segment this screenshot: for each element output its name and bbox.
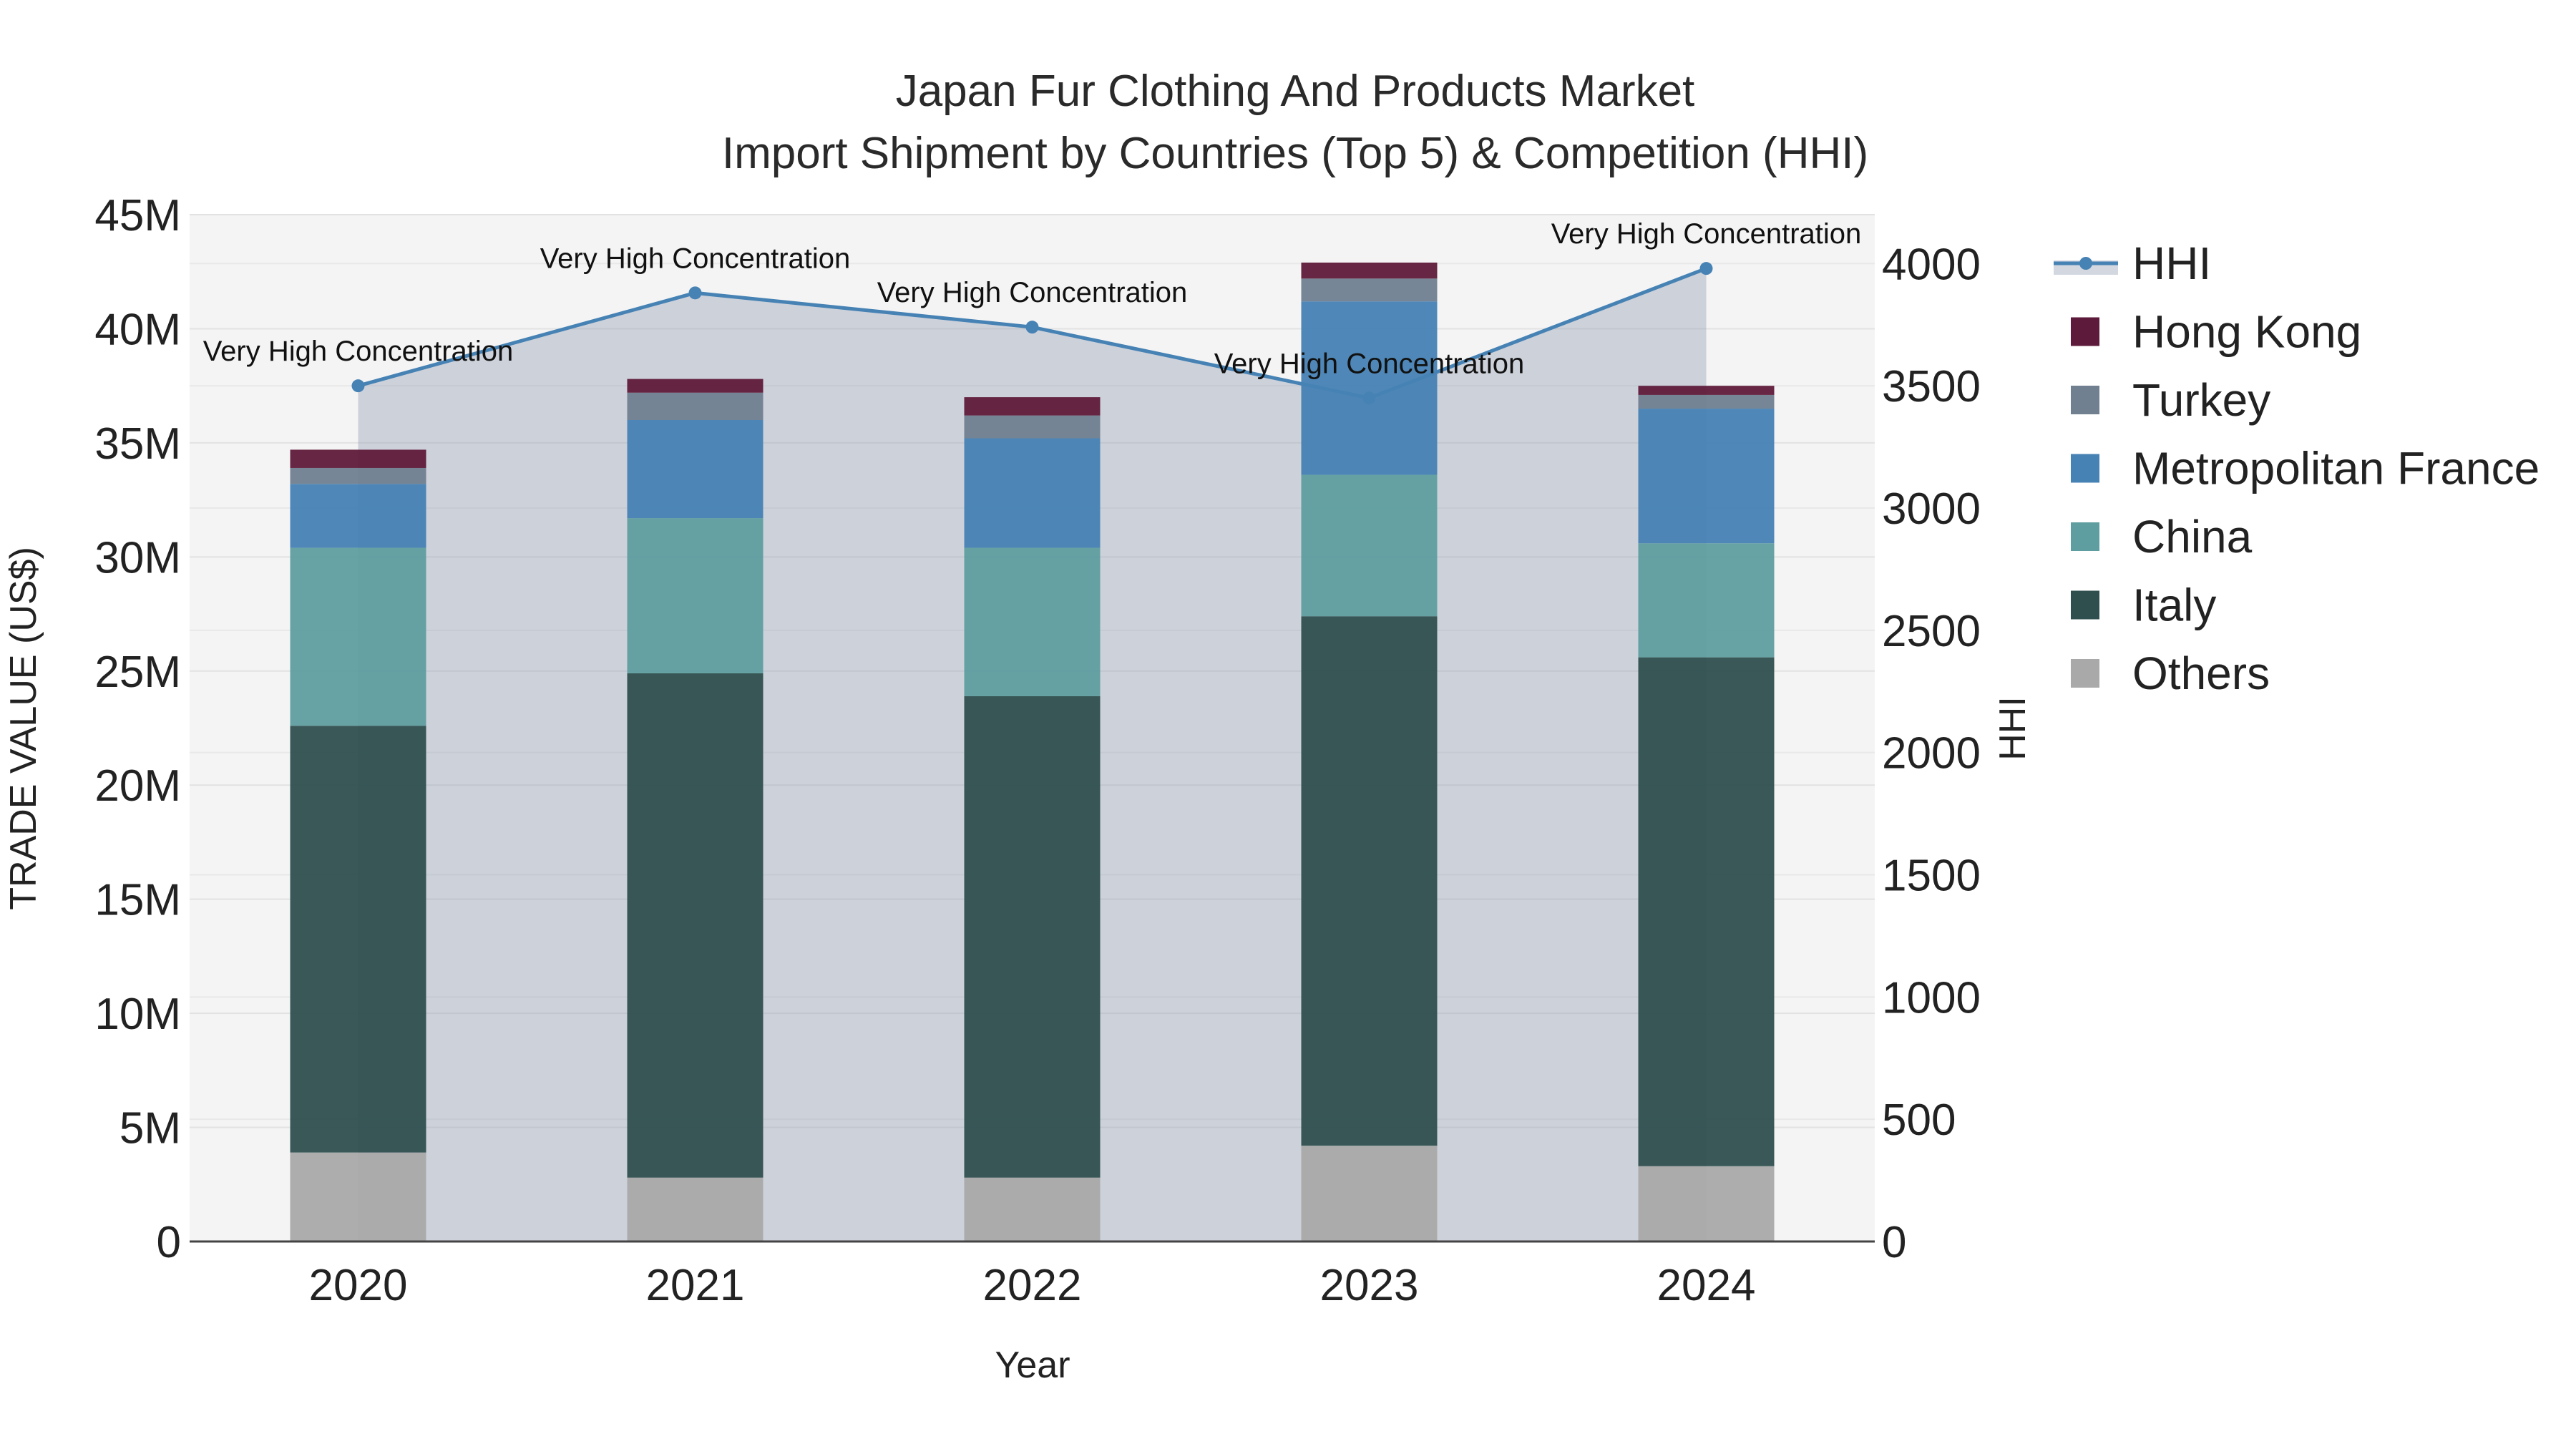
hhi-annotation-2021: Very High Concentration — [540, 243, 851, 274]
hhi-annotation-2022: Very High Concentration — [877, 277, 1188, 308]
y-tick-label-9: 45M — [94, 191, 181, 240]
hhi-marker-2020 — [351, 379, 365, 393]
y2-tick-label-3: 1500 — [1882, 852, 1981, 901]
bar-italy-2020 — [290, 726, 426, 1153]
y2-tick-label-0: 0 — [1882, 1218, 1906, 1267]
x-axis-title: Year — [995, 1345, 1070, 1386]
bar-others-2024 — [1638, 1166, 1775, 1241]
x-tick-label-2024: 2024 — [1657, 1261, 1756, 1310]
bar-china-2020 — [290, 547, 426, 726]
hhi-annotation-2020: Very High Concentration — [203, 336, 514, 367]
bar-turkey-2022 — [964, 415, 1101, 439]
chart-title-line2: Import Shipment by Countries (Top 5) & C… — [722, 129, 1868, 178]
legend-swatch-italy — [2071, 590, 2099, 620]
hhi-marker-2023 — [1362, 391, 1376, 405]
y-tick-label-7: 35M — [94, 419, 181, 469]
bar-turkey-2023 — [1301, 278, 1438, 302]
hhi-annotation-2024: Very High Concentration — [1551, 218, 1862, 250]
y2-tick-label-7: 3500 — [1882, 362, 1981, 411]
y2-axis-ticks: 0 500 1000 1500 2000 2500 3000 3500 4000 — [1882, 240, 1981, 1267]
hhi-line-layer — [351, 262, 1713, 405]
bar-italy-2023 — [1301, 616, 1438, 1146]
y2-tick-label-5: 2500 — [1882, 607, 1981, 656]
x-tick-label-2023: 2023 — [1320, 1261, 1419, 1310]
y-tick-label-5: 25M — [94, 648, 181, 697]
bar-hong-kong-2020 — [290, 449, 426, 468]
y-tick-label-6: 30M — [94, 533, 181, 582]
legend-label-hhi: HHI — [2132, 238, 2211, 289]
bar-italy-2022 — [964, 696, 1101, 1178]
y2-tick-label-6: 3000 — [1882, 484, 1981, 534]
bar-china-2021 — [627, 518, 763, 673]
legend: HHI Hong Kong Turkey Metropolitan France Chi… — [2054, 238, 2540, 699]
y-tick-label-4: 20M — [94, 761, 181, 811]
y-tick-label-1: 5M — [119, 1104, 181, 1153]
y-tick-label-2: 10M — [94, 990, 181, 1039]
bar-hong-kong-2024 — [1638, 386, 1775, 395]
bar-metropolitan-france-2024 — [1638, 409, 1775, 544]
y-axis-title: TRADE VALUE (US$) — [3, 547, 44, 910]
bar-turkey-2021 — [627, 392, 763, 420]
legend-label-china: China — [2132, 511, 2253, 562]
bar-turkey-2020 — [290, 467, 426, 484]
bar-italy-2024 — [1638, 657, 1775, 1166]
legend-swatch-hhi-marker — [2079, 257, 2092, 270]
bar-metropolitan-france-2022 — [964, 438, 1101, 548]
bar-hong-kong-2023 — [1301, 262, 1438, 279]
bar-others-2021 — [627, 1177, 763, 1241]
bar-china-2022 — [964, 547, 1101, 696]
bar-hong-kong-2021 — [627, 379, 763, 393]
y2-tick-label-1: 500 — [1882, 1096, 1956, 1145]
bar-china-2024 — [1638, 543, 1775, 658]
bar-metropolitan-france-2020 — [290, 484, 426, 548]
legend-swatch-others — [2071, 659, 2099, 688]
bar-layer — [290, 262, 1775, 1241]
y-tick-label-8: 40M — [94, 305, 181, 354]
bar-hong-kong-2022 — [964, 397, 1101, 416]
legend-swatch-turkey — [2071, 386, 2099, 414]
y-axis-ticks: 0 5M 10M 15M 20M 25M 30M 35M 40M 45M — [94, 191, 181, 1267]
x-tick-label-2021: 2021 — [646, 1261, 745, 1310]
hhi-marker-2022 — [1025, 321, 1039, 334]
hhi-marker-2021 — [688, 286, 702, 300]
legend-label-italy: Italy — [2132, 580, 2216, 631]
hhi-annotation-2023: Very High Concentration — [1214, 348, 1525, 379]
bar-china-2023 — [1301, 474, 1438, 617]
y2-tick-label-8: 4000 — [1882, 240, 1981, 289]
bar-metropolitan-france-2021 — [627, 420, 763, 519]
legend-swatch-metropolitan-france — [2071, 454, 2099, 483]
bar-others-2023 — [1301, 1146, 1438, 1241]
y2-tick-label-2: 1000 — [1882, 973, 1981, 1023]
legend-label-metropolitan-france: Metropolitan France — [2132, 443, 2540, 494]
bar-others-2020 — [290, 1152, 426, 1241]
hhi-marker-2024 — [1699, 262, 1713, 275]
y-tick-label-3: 15M — [94, 876, 181, 925]
legend-label-others: Others — [2132, 648, 2270, 699]
bar-turkey-2024 — [1638, 394, 1775, 409]
y2-axis-title: HHI — [1992, 696, 2034, 761]
y-tick-label-0: 0 — [157, 1218, 181, 1267]
y2-tick-label-4: 2000 — [1882, 729, 1981, 779]
legend-swatch-china — [2071, 522, 2099, 551]
legend-label-turkey: Turkey — [2132, 374, 2270, 426]
chart-title-line1: Japan Fur Clothing And Products Market — [896, 67, 1695, 116]
annotation-layer: Very High Concentration Very High Concent… — [203, 218, 1862, 379]
x-tick-label-2020: 2020 — [309, 1261, 408, 1310]
legend-swatch-hong-kong — [2071, 317, 2099, 346]
x-axis-ticks: 2020 2021 2022 2023 2024 — [309, 1261, 1756, 1310]
bar-italy-2021 — [627, 673, 763, 1178]
x-tick-label-2022: 2022 — [983, 1261, 1082, 1310]
bar-others-2022 — [964, 1177, 1101, 1241]
legend-label-hong-kong: Hong Kong — [2132, 306, 2361, 358]
